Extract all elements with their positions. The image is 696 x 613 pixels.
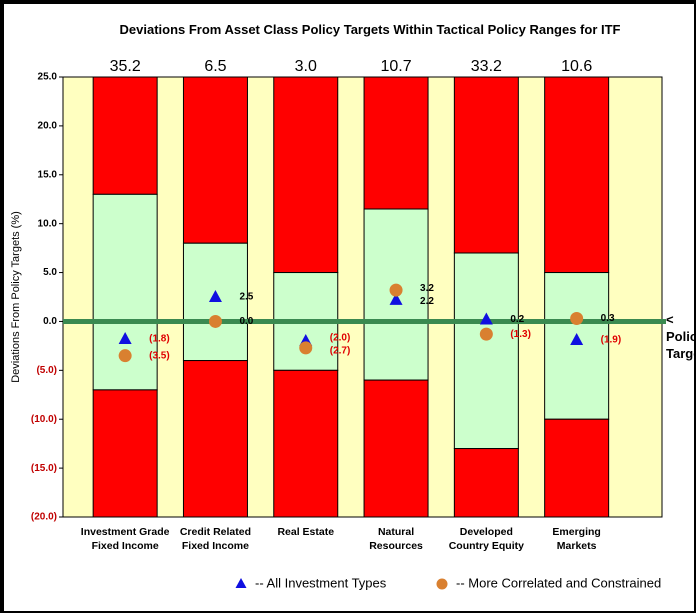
upper-range xyxy=(453,76,519,254)
data-label: 0.2 xyxy=(510,314,524,325)
x-tick-label: Credit Related Fixed Income xyxy=(179,526,252,552)
legend-marker xyxy=(436,578,448,590)
top-label: 3.0 xyxy=(295,58,317,75)
upper-range xyxy=(363,76,429,210)
circle-marker xyxy=(299,341,313,355)
data-label: (2.7) xyxy=(330,346,351,357)
data-label: 3.2 xyxy=(420,283,434,294)
x-tick-label: Developed Country Equity xyxy=(448,526,524,552)
y-tick-label: (10.0) xyxy=(31,414,57,425)
y-tick-label: 0.0 xyxy=(43,316,57,327)
top-label: 10.6 xyxy=(561,58,592,75)
policy-target-label: < Policy Target xyxy=(666,312,696,362)
data-label: 2.2 xyxy=(420,296,434,307)
top-label: 33.2 xyxy=(471,58,502,75)
y-tick-label: 15.0 xyxy=(38,169,58,180)
y-tick-label: 25.0 xyxy=(38,72,58,83)
tactical-range xyxy=(544,272,610,420)
triangle-marker xyxy=(479,312,493,325)
y-tick-label: 5.0 xyxy=(43,267,57,278)
circle-marker xyxy=(570,312,584,326)
data-label: 2.5 xyxy=(239,292,253,303)
data-label: (1.3) xyxy=(510,329,531,340)
data-label: (1.9) xyxy=(601,335,622,346)
legend-label: -- More Correlated and Constrained xyxy=(456,575,661,590)
x-tick-label: Emerging Markets xyxy=(552,526,601,552)
lower-range xyxy=(363,379,429,518)
upper-range xyxy=(182,76,248,244)
upper-range xyxy=(544,76,610,274)
circle-marker xyxy=(118,349,132,363)
data-label: (2.0) xyxy=(330,333,351,344)
lower-range xyxy=(92,389,158,518)
chart-title: Deviations From Asset Class Policy Targe… xyxy=(119,22,621,37)
x-tick-label: Real Estate xyxy=(277,526,335,538)
tactical-range xyxy=(453,252,519,450)
y-tick-label: (20.0) xyxy=(31,512,57,523)
data-label: 0.0 xyxy=(239,316,253,327)
y-tick-label: 20.0 xyxy=(38,121,58,132)
data-label: (1.8) xyxy=(149,334,170,345)
lower-range xyxy=(453,448,519,518)
lower-range xyxy=(273,369,339,518)
x-tick-label: Investment Grade Fixed Income xyxy=(80,526,170,552)
y-axis-label: Deviations From Policy Targets (%) xyxy=(10,211,22,383)
data-label: 0.3 xyxy=(601,313,615,324)
lower-range xyxy=(182,360,248,518)
triangle-marker xyxy=(389,292,403,305)
triangle-marker xyxy=(570,333,584,346)
x-tick-label: Natural Resources xyxy=(369,526,423,552)
circle-marker xyxy=(479,327,493,341)
upper-range xyxy=(92,76,158,195)
lower-range xyxy=(544,418,610,518)
triangle-marker xyxy=(118,332,132,345)
chart: (20.0) (15.0) (10.0) (5.0) 0.0 5.0 10.0 15.0 20.… xyxy=(10,58,666,590)
triangle-marker xyxy=(208,290,222,302)
top-label: 35.2 xyxy=(110,58,141,75)
circle-marker xyxy=(208,314,222,328)
y-tick-label: (15.0) xyxy=(31,463,57,474)
top-label: 6.5 xyxy=(204,58,226,75)
data-label: (3.5) xyxy=(149,350,170,361)
y-tick-label: (5.0) xyxy=(36,365,57,376)
circle-marker xyxy=(389,283,403,297)
y-tick-label: 10.0 xyxy=(38,218,58,229)
upper-range xyxy=(273,76,339,274)
top-label: 10.7 xyxy=(380,58,411,75)
legend-label: -- All Investment Types xyxy=(255,575,387,590)
legend-marker xyxy=(235,578,247,588)
